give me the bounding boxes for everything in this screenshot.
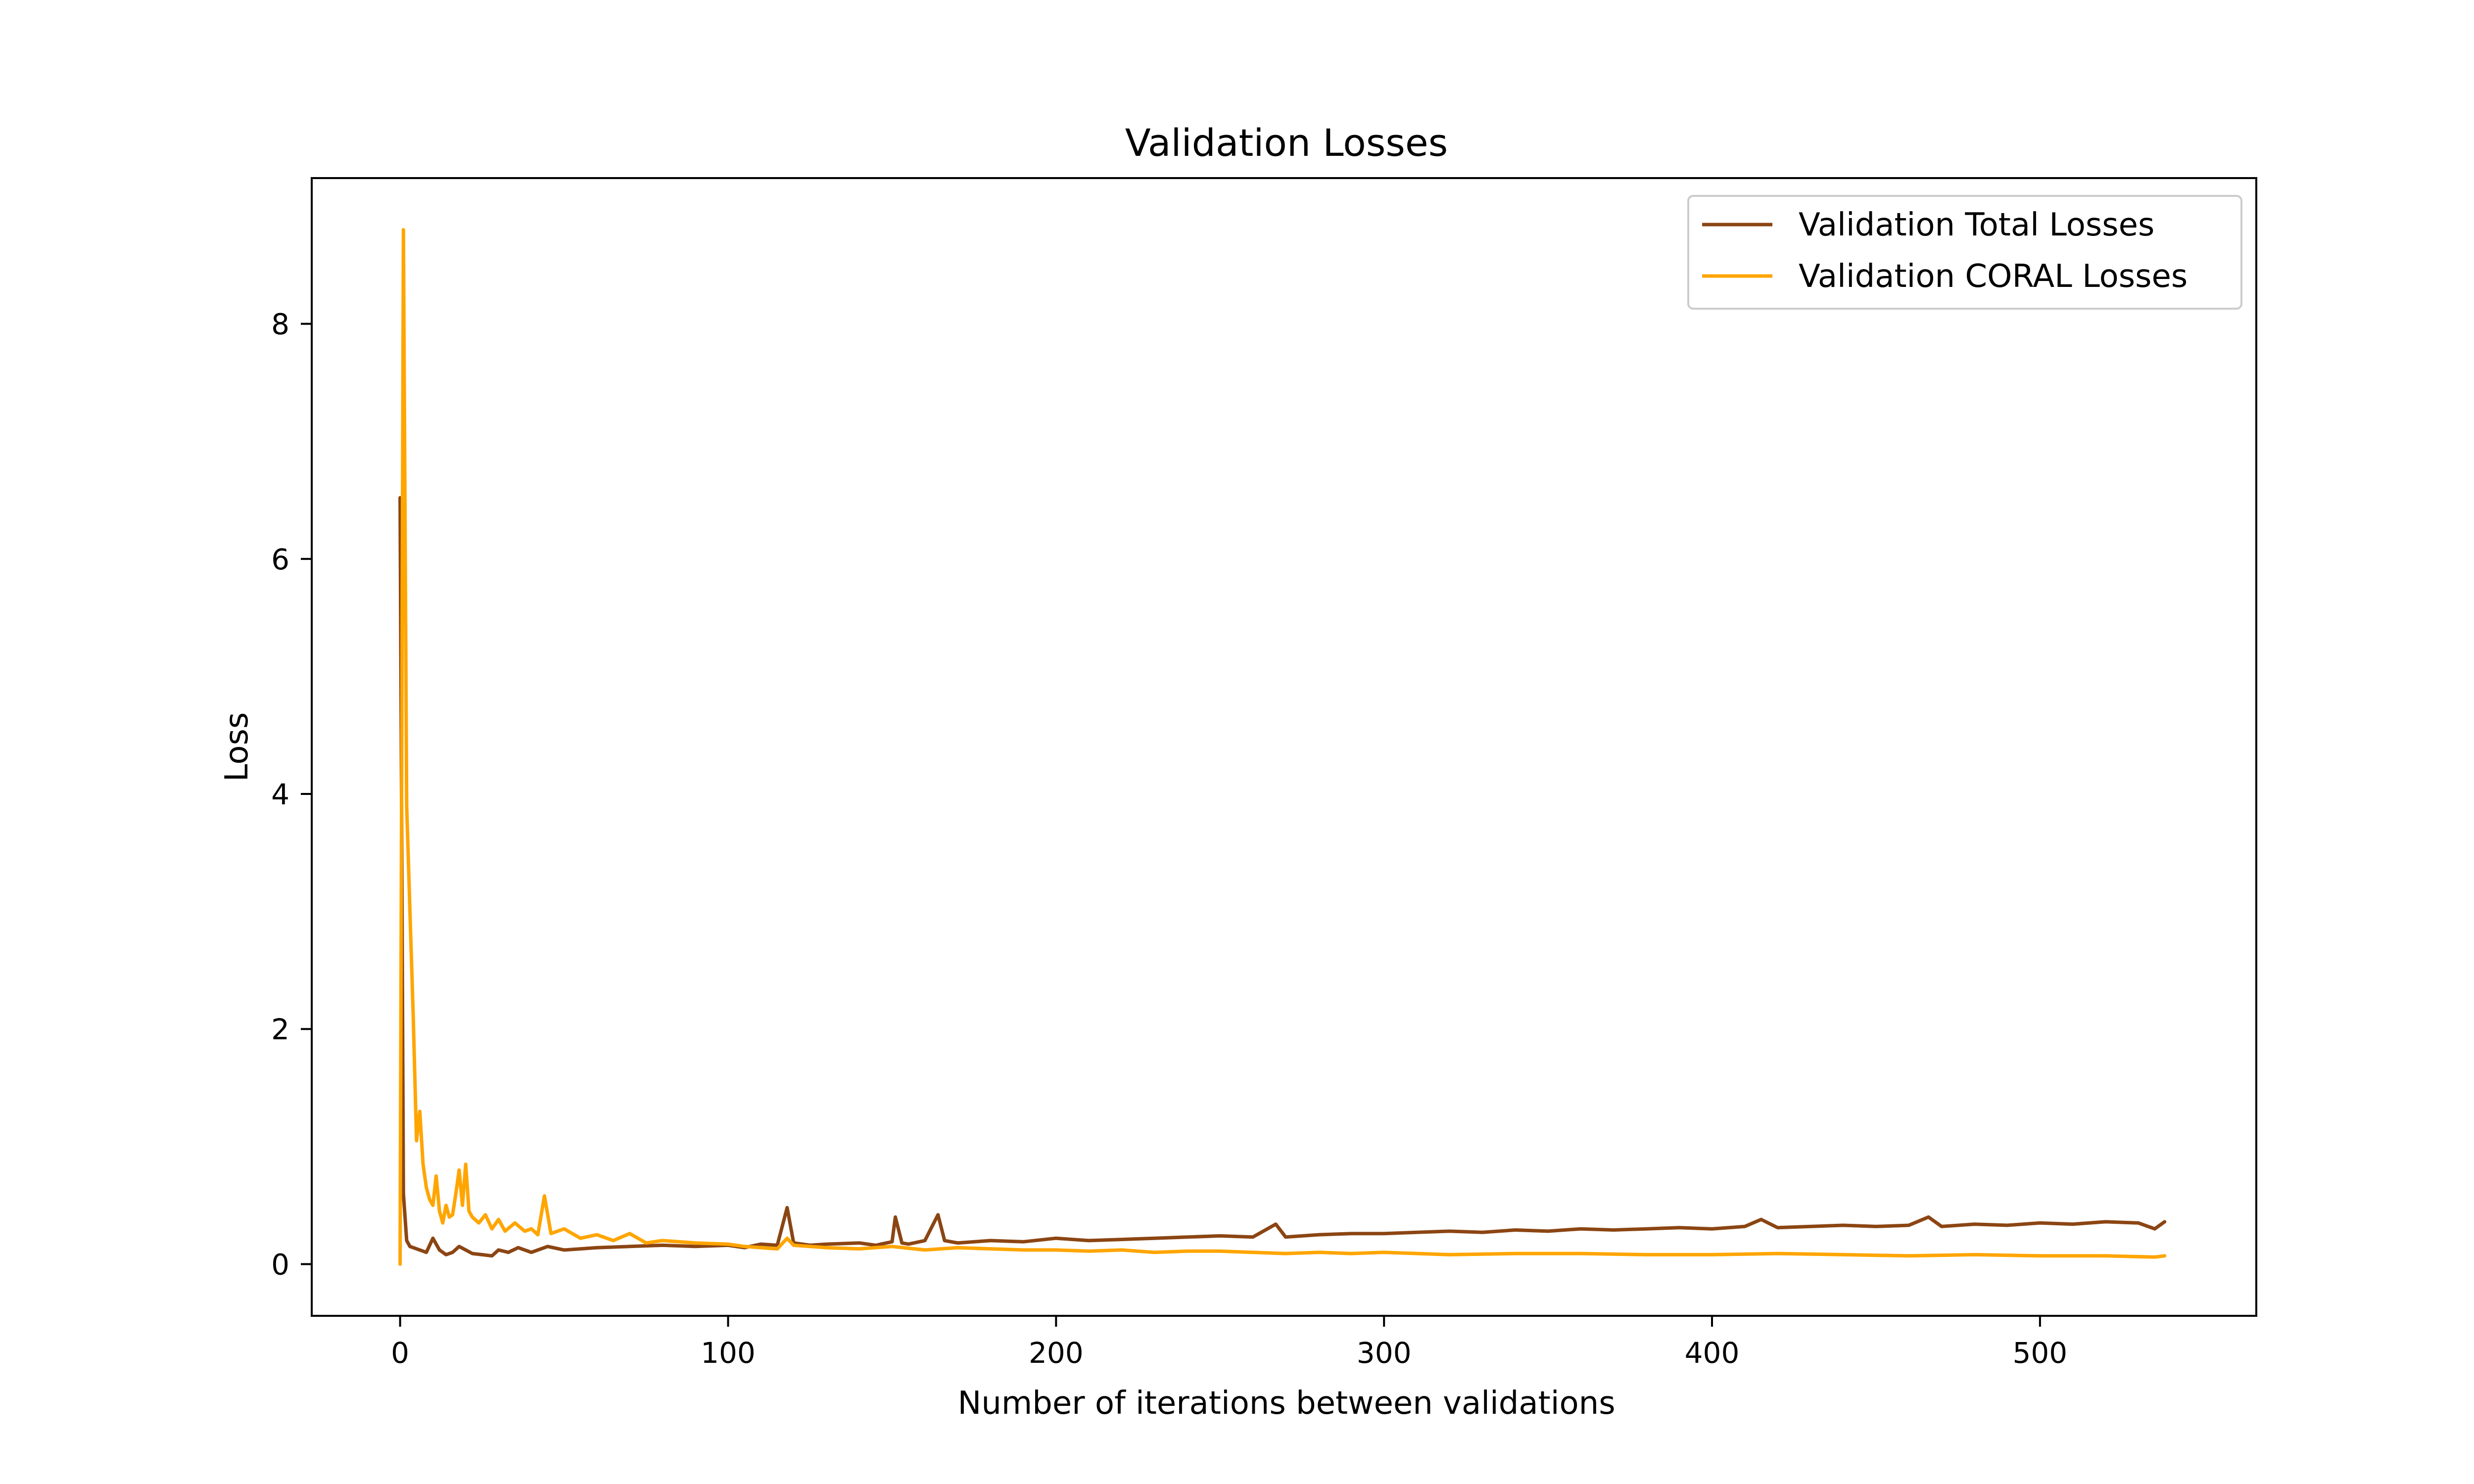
legend-label-coral: Validation CORAL Losses — [1799, 258, 2188, 295]
series-line-1 — [398, 228, 2167, 1266]
y-tick-label: 6 — [271, 543, 289, 576]
legend-label-total: Validation Total Losses — [1799, 207, 2154, 243]
legend: Validation Total Losses Validation CORAL… — [1687, 195, 2242, 310]
x-tick-label: 300 — [1357, 1336, 1412, 1370]
plot-area-frame — [311, 177, 2257, 1317]
y-tick-label: 8 — [271, 308, 289, 341]
series-layer — [398, 228, 2167, 1266]
x-tick-label: 100 — [701, 1336, 756, 1370]
legend-box — [1687, 195, 2242, 310]
x-axis: 0 100 200 300 400 500 — [391, 1316, 2067, 1370]
x-tick-label: 0 — [391, 1336, 409, 1370]
y-tick-label: 4 — [271, 778, 289, 811]
series-line-0 — [398, 496, 2167, 1258]
y-tick-label: 0 — [271, 1248, 289, 1281]
y-tick-label: 2 — [271, 1013, 289, 1046]
y-axis: 0 2 4 6 8 — [271, 308, 312, 1281]
x-axis-label: Number of iterations between validations — [957, 1385, 1615, 1422]
x-tick-label: 500 — [2012, 1336, 2067, 1370]
chart-title: Validation Losses — [1125, 121, 1448, 165]
y-axis-label: Loss — [219, 712, 255, 782]
x-tick-label: 400 — [1685, 1336, 1740, 1370]
x-tick-label: 200 — [1029, 1336, 1084, 1370]
